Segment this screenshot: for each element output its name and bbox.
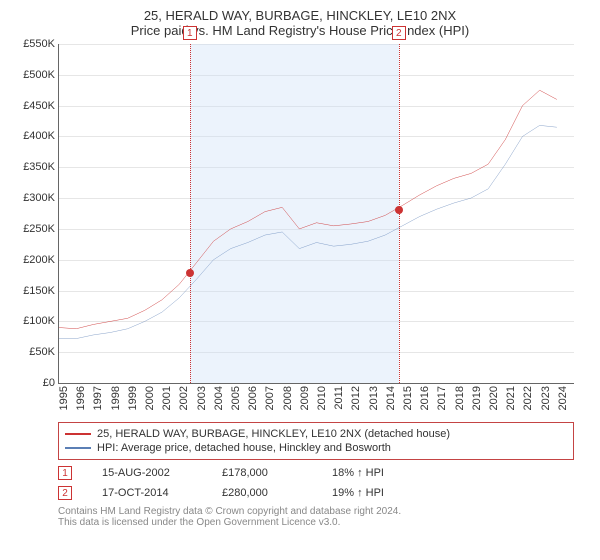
x-tick-label: 2007 — [264, 386, 276, 410]
x-tick-label: 2020 — [488, 386, 500, 410]
transaction-price: £280,000 — [222, 487, 302, 499]
legend: 25, HERALD WAY, BURBAGE, HINCKLEY, LE10 … — [58, 422, 574, 460]
x-tick-label: 2018 — [454, 386, 466, 410]
x-tick-label: 2019 — [471, 386, 483, 410]
legend-row: HPI: Average price, detached house, Hinc… — [65, 441, 567, 455]
sale-point — [186, 269, 194, 277]
x-tick-label: 1997 — [92, 386, 104, 410]
y-tick-label: £100K — [23, 315, 55, 327]
x-tick-label: 2015 — [402, 386, 414, 410]
chart-container: 25, HERALD WAY, BURBAGE, HINCKLEY, LE10 … — [0, 0, 600, 532]
transaction-marker: 2 — [58, 486, 72, 500]
chart-title-line1: 25, HERALD WAY, BURBAGE, HINCKLEY, LE10 … — [16, 8, 584, 23]
x-axis-labels: 1995 1996 1997 1998 1999 2000 2001 2002 2003 2004… — [58, 384, 574, 416]
x-tick-label: 1996 — [75, 386, 87, 410]
x-tick-label: 2016 — [419, 386, 431, 410]
transaction-delta: 18% ↑ HPI — [332, 467, 384, 479]
y-tick-label: £150K — [23, 285, 55, 297]
transaction-date: 17-OCT-2014 — [102, 487, 192, 499]
x-tick-label: 1995 — [58, 386, 70, 410]
x-tick-label: 2022 — [522, 386, 534, 410]
x-tick-label: 2003 — [196, 386, 208, 410]
legend-label: 25, HERALD WAY, BURBAGE, HINCKLEY, LE10 … — [97, 428, 450, 440]
x-tick-label: 2004 — [213, 386, 225, 410]
footer-line2: This data is licensed under the Open Gov… — [58, 517, 574, 528]
transaction-price: £178,000 — [222, 467, 302, 479]
transaction-row: 2 17-OCT-2014 £280,000 19% ↑ HPI — [58, 486, 584, 500]
sale-marker-box: 2 — [392, 26, 406, 40]
y-tick-label: £200K — [23, 254, 55, 266]
x-tick-label: 2017 — [436, 386, 448, 410]
legend-swatch — [65, 433, 91, 435]
x-tick-label: 2006 — [247, 386, 259, 410]
x-tick-label: 2002 — [178, 386, 190, 410]
x-tick-label: 2009 — [299, 386, 311, 410]
y-tick-label: £400K — [23, 130, 55, 142]
plot-area: £0£50K£100K£150K£200K£250K£300K£350K£400… — [58, 44, 574, 384]
x-tick-label: 2011 — [333, 386, 345, 410]
sale-marker-box: 1 — [183, 26, 197, 40]
chart-title-line2: Price paid vs. HM Land Registry's House … — [16, 23, 584, 38]
legend-label: HPI: Average price, detached house, Hinc… — [97, 442, 391, 454]
transaction-rows: 1 15-AUG-2002 £178,000 18% ↑ HPI 2 17-OCT-201… — [16, 466, 584, 500]
x-tick-label: 2001 — [161, 386, 173, 410]
x-tick-label: 2024 — [557, 386, 569, 410]
transaction-date: 15-AUG-2002 — [102, 467, 192, 479]
y-tick-label: £450K — [23, 100, 55, 112]
series-line — [59, 125, 557, 338]
transaction-delta: 19% ↑ HPI — [332, 487, 384, 499]
x-tick-label: 2014 — [385, 386, 397, 410]
sale-point — [395, 206, 403, 214]
footer: Contains HM Land Registry data © Crown c… — [58, 506, 574, 528]
x-tick-label: 2010 — [316, 386, 328, 410]
x-tick-label: 2012 — [350, 386, 362, 410]
legend-row: 25, HERALD WAY, BURBAGE, HINCKLEY, LE10 … — [65, 427, 567, 441]
footer-line1: Contains HM Land Registry data © Crown c… — [58, 506, 574, 517]
transaction-row: 1 15-AUG-2002 £178,000 18% ↑ HPI — [58, 466, 584, 480]
x-tick-label: 2005 — [230, 386, 242, 410]
x-tick-label: 2021 — [505, 386, 517, 410]
x-tick-label: 2013 — [368, 386, 380, 410]
y-tick-label: £300K — [23, 192, 55, 204]
y-tick-label: £500K — [23, 69, 55, 81]
transaction-marker: 1 — [58, 466, 72, 480]
x-tick-label: 2008 — [282, 386, 294, 410]
x-tick-label: 1998 — [110, 386, 122, 410]
y-tick-label: £350K — [23, 161, 55, 173]
x-tick-label: 2000 — [144, 386, 156, 410]
y-tick-label: £250K — [23, 223, 55, 235]
series-line — [59, 90, 557, 329]
legend-swatch — [65, 447, 91, 449]
y-tick-label: £550K — [23, 38, 55, 50]
x-tick-label: 1999 — [127, 386, 139, 410]
x-tick-label: 2023 — [540, 386, 552, 410]
y-tick-label: £0 — [43, 377, 55, 389]
y-tick-label: £50K — [29, 346, 55, 358]
